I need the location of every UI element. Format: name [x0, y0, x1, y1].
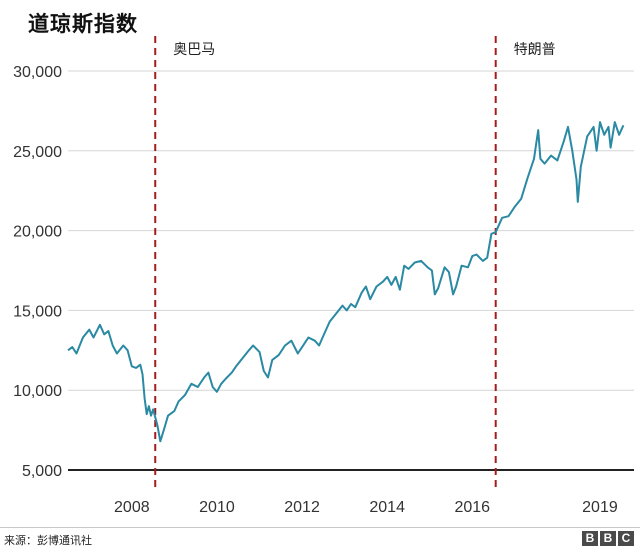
bbc-logo: B B C — [582, 531, 634, 546]
y-axis: 5,000 10,000 15,000 20,000 25,000 30,000 — [13, 64, 62, 480]
bbc-logo-letter-2: B — [600, 531, 616, 546]
x-tick-label: 2014 — [369, 499, 405, 516]
event-markers: 奥巴马 特朗普 — [154, 36, 556, 492]
y-tick-label: 30,000 — [13, 64, 62, 81]
y-tick-label: 10,000 — [13, 383, 62, 400]
y-tick-label: 25,000 — [13, 144, 62, 161]
bbc-logo-letter-1: B — [582, 531, 598, 546]
series-layer — [67, 121, 625, 443]
bbc-logo-letter-3: C — [618, 531, 634, 546]
y-tick-label: 5,000 — [22, 463, 62, 480]
x-axis: 2008 2010 2012 2014 2016 2019 — [114, 499, 618, 516]
y-tick-label: 20,000 — [13, 224, 62, 241]
x-tick-label: 2016 — [454, 499, 490, 516]
event-label: 奥巴马 — [173, 41, 215, 58]
source-note: 来源：彭博通讯社 — [4, 534, 92, 547]
chart-title: 道琼斯指数 — [28, 12, 138, 36]
x-tick-label: 2019 — [582, 499, 618, 516]
series-line — [67, 121, 625, 443]
footer-divider — [0, 527, 640, 528]
event-label: 特朗普 — [514, 42, 556, 58]
x-tick-label: 2010 — [199, 499, 235, 516]
x-tick-label: 2008 — [114, 499, 150, 516]
x-tick-label: 2012 — [284, 499, 320, 516]
y-tick-label: 15,000 — [13, 303, 62, 320]
gridlines — [68, 70, 634, 471]
